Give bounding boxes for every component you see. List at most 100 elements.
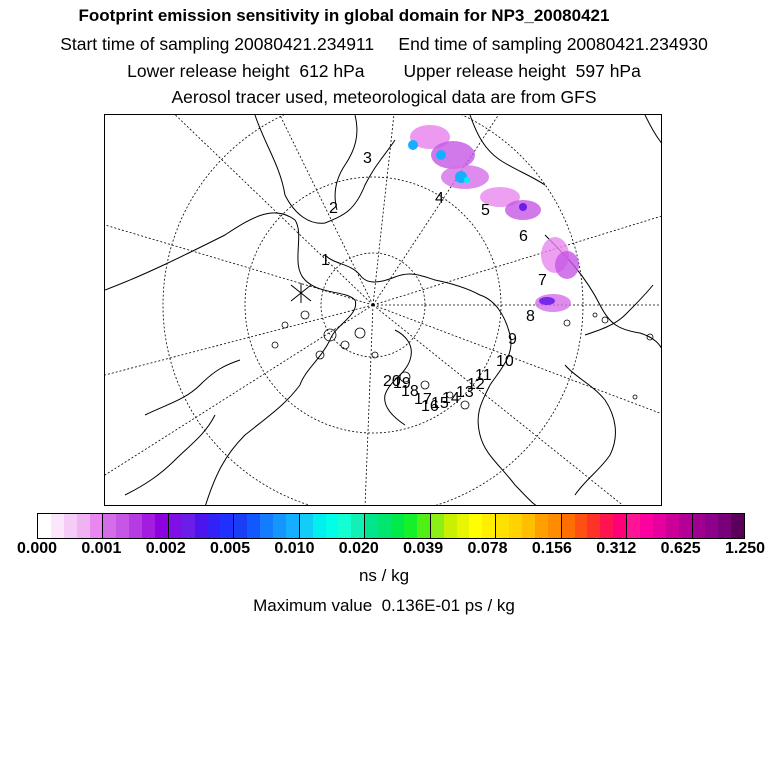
colorbar-segment <box>260 514 274 538</box>
map-title: Footprint emission sensitivity in global… <box>78 6 610 25</box>
colorbar-segment <box>63 514 77 538</box>
colorbar-tick-label: 0.020 <box>338 540 379 557</box>
colorbar-segment <box>338 514 352 538</box>
longitude-graticule <box>105 115 661 505</box>
colorbar-segment <box>443 514 457 538</box>
colorbar-tick-label: 0.005 <box>210 540 251 557</box>
colorbar-segment <box>155 514 168 538</box>
colorbar-segment <box>181 514 195 538</box>
colorbar-segment <box>547 514 561 538</box>
release-point-marker <box>290 283 312 303</box>
trajectory-label-15: 15 <box>431 395 449 412</box>
trajectory-label-2: 2 <box>329 200 338 217</box>
colorbar-segment <box>560 514 575 538</box>
colorbar-segment <box>325 514 339 538</box>
colorbar-segment <box>207 514 221 538</box>
colorbar-segment <box>718 514 732 538</box>
colorbar-segment <box>273 514 286 538</box>
colorbar-segment <box>587 514 601 538</box>
trajectory-label-18: 18 <box>401 383 419 400</box>
colorbar-segment <box>364 514 379 538</box>
colorbar-segment <box>678 514 692 538</box>
colorbar-segment <box>456 514 470 538</box>
colorbar-segment <box>639 514 653 538</box>
maximum-value-text: Maximum value 0.136E-01 ps / kg <box>253 596 515 615</box>
colorbar-segment <box>351 514 365 538</box>
trajectory-label-12: 12 <box>467 376 485 393</box>
colorbar-tick-label: 0.312 <box>596 540 637 557</box>
colorbar-segment <box>50 514 64 538</box>
trajectory-label-17: 17 <box>414 391 432 408</box>
colorbar-segment <box>665 514 679 538</box>
coastlines <box>105 115 661 505</box>
colorbar-segment <box>233 514 248 538</box>
colorbar-segment <box>247 514 261 538</box>
colorbar-segment <box>705 514 719 538</box>
colorbar-segment <box>521 514 535 538</box>
trajectory-label-8: 8 <box>526 308 535 325</box>
emission-plume <box>408 125 579 312</box>
colorbar-tick-label: 0.001 <box>81 540 122 557</box>
colorbar-segment <box>416 514 430 538</box>
trajectory-label-3: 3 <box>363 150 372 167</box>
colorbar-tick-label: 0.039 <box>403 540 444 557</box>
trajectory-labels: 1 2 3 4 5 6 7 8 9 10 11 12 13 14 15 16 1… <box>321 150 547 415</box>
colorbar-segment <box>285 514 299 538</box>
trajectory-label-7: 7 <box>538 272 547 289</box>
colorbar-segment <box>652 514 666 538</box>
colorbar-segment <box>429 514 444 538</box>
tracer-info-line: Aerosol tracer used, meteorological data… <box>171 87 597 107</box>
colorbar-segment <box>129 514 143 538</box>
colorbar-segment <box>116 514 130 538</box>
colorbar-units: ns / kg <box>358 566 410 585</box>
trajectory-label-19: 19 <box>393 375 411 392</box>
release-height-line: Lower release height 612 hPa Upper relea… <box>127 61 641 81</box>
colorbar-tick-label: 0.625 <box>660 540 701 557</box>
trajectory-label-6: 6 <box>519 228 528 245</box>
colorbar-segment <box>142 514 156 538</box>
colorbar-segment <box>89 514 103 538</box>
trajectory-label-11: 11 <box>475 367 492 384</box>
colorbar-tick-label: 0.002 <box>145 540 186 557</box>
colorbar-tick-label: 0.010 <box>274 540 315 557</box>
trajectory-label-16: 16 <box>421 398 439 415</box>
polar-map: 1 2 3 4 5 6 7 8 9 10 11 12 13 14 15 16 1… <box>104 114 662 506</box>
trajectory-label-13: 13 <box>456 384 474 401</box>
colorbar-segment <box>469 514 483 538</box>
colorbar-segment <box>495 514 510 538</box>
colorbar-segment <box>194 514 208 538</box>
colorbar-segment <box>534 514 548 538</box>
trajectory-label-4: 4 <box>435 190 444 207</box>
colorbar-segment <box>482 514 496 538</box>
colorbar-segment <box>167 514 182 538</box>
colorbar-segment <box>403 514 417 538</box>
sampling-time-line: Start time of sampling 20080421.234911 E… <box>60 34 708 54</box>
colorbar-segment <box>102 514 117 538</box>
colorbar-segment <box>312 514 326 538</box>
colorbar-tick-label: 0.156 <box>531 540 572 557</box>
colorbar-segment <box>691 514 706 538</box>
colorbar-segment <box>626 514 640 538</box>
colorbar-segment <box>391 514 404 538</box>
trajectory-label-9: 9 <box>508 331 517 348</box>
colorbar-segment <box>38 514 51 538</box>
trajectory-label-5: 5 <box>481 202 490 219</box>
colorbar-segment <box>509 514 522 538</box>
colorbar-segment <box>76 514 90 538</box>
colorbar-segment <box>574 514 588 538</box>
colorbar-tick-label: 1.250 <box>724 540 766 557</box>
colorbar-tick-label: 0.000 <box>16 540 58 557</box>
colorbar-segment <box>220 514 234 538</box>
map-canvas: 1 2 3 4 5 6 7 8 9 10 11 12 13 14 15 16 1… <box>105 115 661 505</box>
colorbar-segment <box>600 514 614 538</box>
trajectory-label-20: 20 <box>383 373 401 390</box>
colorbar-segment <box>298 514 313 538</box>
colorbar-segment <box>613 514 627 538</box>
islands <box>271 310 654 410</box>
colorbar-tick-label: 0.078 <box>467 540 508 557</box>
trajectory-label-10: 10 <box>496 353 514 370</box>
colorbar <box>37 513 745 539</box>
colorbar-segment <box>731 514 745 538</box>
colorbar-segment <box>378 514 392 538</box>
trajectory-label-1: 1 <box>321 252 330 269</box>
